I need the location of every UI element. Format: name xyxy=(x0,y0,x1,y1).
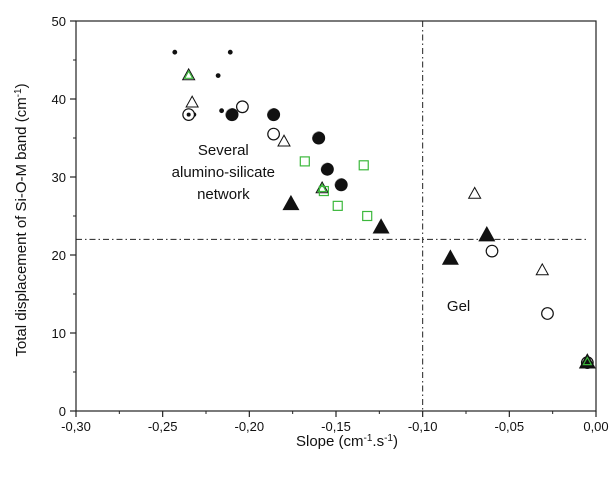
half-filled-circle-marker xyxy=(267,108,281,122)
x-tick-label: -0,25 xyxy=(148,419,178,434)
x-tick-label: -0,10 xyxy=(408,419,438,434)
green-open-square-marker xyxy=(358,160,369,171)
open-triangle-marker xyxy=(185,95,199,108)
y-tick-label: 30 xyxy=(52,170,66,185)
circled-dot-marker xyxy=(186,112,191,117)
network-region-annotation: Several alumino-silicate network xyxy=(172,142,275,203)
green-open-triangle-marker xyxy=(317,183,328,193)
y-tick-label: 0 xyxy=(59,404,66,419)
half-filled-circle-marker xyxy=(320,162,334,176)
dot-marker xyxy=(219,108,225,114)
x-tick-label: 0,00 xyxy=(583,419,608,434)
filled-triangle-marker xyxy=(441,249,459,265)
green-open-square-marker xyxy=(362,210,373,222)
filled-triangle-marker xyxy=(478,226,496,242)
dot-marker xyxy=(215,73,221,78)
open-circle-marker xyxy=(267,127,281,141)
plot-frame xyxy=(75,20,597,412)
half-filled-circle-marker xyxy=(312,131,326,145)
y-tick-label: 20 xyxy=(52,248,66,263)
gel-region-annotation: Gel xyxy=(447,298,470,315)
filled-triangle-marker xyxy=(372,218,390,234)
open-triangle-marker xyxy=(467,186,482,199)
half-filled-circle-marker xyxy=(225,108,239,122)
x-tick-label: -0,05 xyxy=(495,419,525,434)
green-open-triangle-marker xyxy=(183,69,194,79)
dot-marker xyxy=(172,49,178,55)
y-tick-label: 10 xyxy=(52,326,66,341)
dot-marker xyxy=(227,49,233,55)
green-open-triangle-marker xyxy=(582,356,593,366)
open-triangle-marker xyxy=(181,67,196,81)
x-axis-label: Slope (cm-1.s-1) xyxy=(296,433,398,451)
x-tick-label: -0,20 xyxy=(235,419,265,434)
filled-triangle-marker xyxy=(282,194,300,211)
y-tick-label: 40 xyxy=(52,92,66,107)
green-open-square-marker xyxy=(318,185,329,197)
half-filled-circle-marker xyxy=(334,178,348,192)
x-tick-label: -0,30 xyxy=(61,419,91,434)
y-axis-label: Total displacement of Si-O-M band (cm-1) xyxy=(13,83,31,356)
green-open-square-marker xyxy=(299,156,310,167)
open-circle-marker xyxy=(485,244,499,258)
open-circle-marker xyxy=(541,307,554,320)
open-triangle-marker xyxy=(535,262,550,276)
green-open-square-marker xyxy=(332,200,343,211)
y-tick-label: 50 xyxy=(52,14,66,29)
open-triangle-marker xyxy=(277,134,291,147)
open-triangle-marker xyxy=(580,354,595,367)
open-circle-marker xyxy=(235,100,249,114)
x-tick-label: -0,15 xyxy=(321,419,351,434)
